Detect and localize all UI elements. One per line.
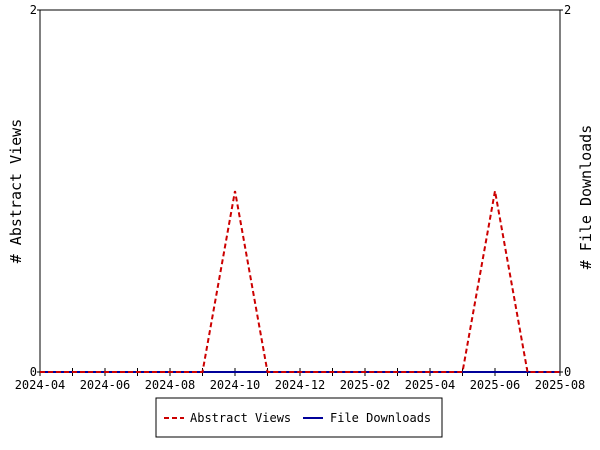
y-axis-left-title: # Abstract Views — [7, 119, 25, 264]
y-axis: 0 2 0 2 — [30, 3, 571, 379]
x-tick-label: 2025-02 — [340, 378, 391, 392]
x-tick-label: 2024-06 — [80, 378, 131, 392]
x-tick-label: 2025-08 — [535, 378, 586, 392]
legend-box — [155, 397, 443, 438]
x-tick-label: 2025-04 — [405, 378, 456, 392]
legend: Abstract Views File Downloads — [155, 397, 443, 438]
y-right-tick-label: 2 — [564, 3, 571, 17]
y-left-tick-label: 2 — [30, 3, 37, 17]
x-tick-label: 2025-06 — [470, 378, 521, 392]
series-line-abstract-views — [40, 190, 560, 373]
x-tick-label: 2024-10 — [210, 378, 261, 392]
legend-label-abstract-views: Abstract Views — [190, 411, 291, 425]
y-right-tick-label: 0 — [564, 365, 571, 379]
legend-label-file-downloads: File Downloads — [330, 411, 431, 425]
x-tick-label: 2024-12 — [275, 378, 326, 392]
x-tick-label: 2024-04 — [15, 378, 66, 392]
x-axis: 2024-04 2024-06 2024-08 2024-10 2024-12 2025-… — [15, 368, 586, 392]
series-layer — [40, 190, 560, 373]
plot-area — [39, 9, 561, 373]
y-axis-right-title: # File Downloads — [577, 125, 595, 270]
x-tick-label: 2024-08 — [145, 378, 196, 392]
y-left-tick-label: 0 — [30, 365, 37, 379]
